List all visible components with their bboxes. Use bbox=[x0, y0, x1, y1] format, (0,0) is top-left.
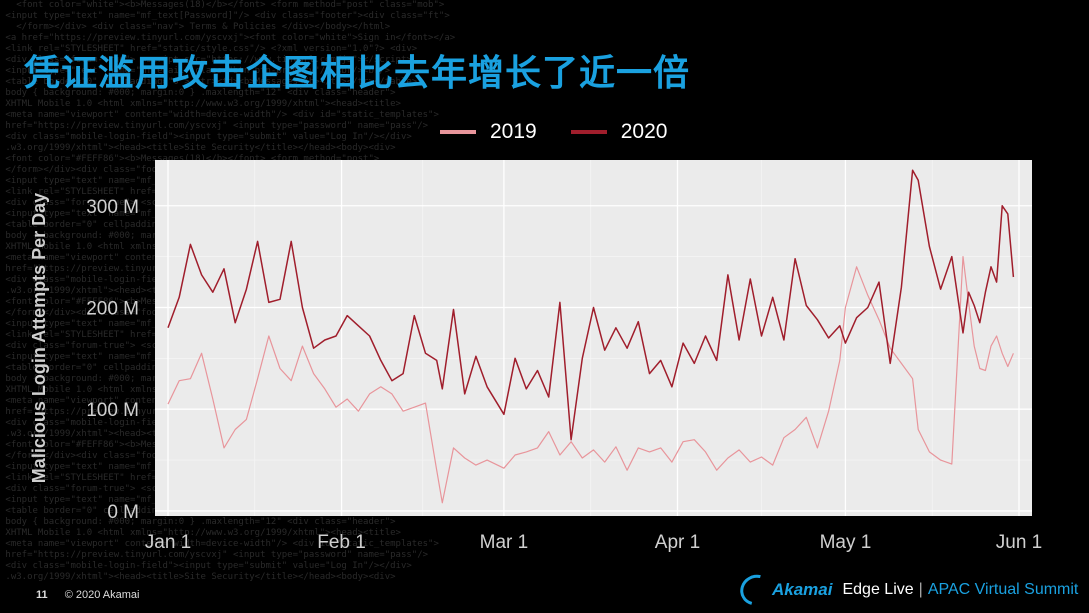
y-tick-label: 100 M bbox=[86, 400, 139, 421]
event-separator: | bbox=[918, 581, 923, 598]
y-tick-label: 0 M bbox=[107, 502, 139, 523]
y-axis-label: Malicious Login Attempts Per Day bbox=[29, 193, 49, 483]
event-branding: Akamai Edge Live | APAC Virtual Summit bbox=[734, 569, 1079, 611]
line-chart: 0 M 100 M 200 M 300 M Jan 1 Feb 1 Mar 1 Apr 1 Ma… bbox=[29, 160, 1042, 553]
x-tick-label: Apr 1 bbox=[655, 532, 700, 553]
series-line-2019 bbox=[167, 256, 1014, 504]
akamai-wave-icon bbox=[734, 569, 778, 611]
event-name: Edge Live bbox=[842, 581, 914, 598]
x-tick-label: May 1 bbox=[820, 532, 872, 553]
summit-name: APAC Virtual Summit bbox=[927, 581, 1079, 598]
legend-item-2020: 2020 bbox=[570, 120, 668, 144]
x-tick-label: Feb 1 bbox=[317, 532, 366, 553]
legend-label-2020: 2020 bbox=[620, 120, 668, 143]
x-tick-label: Mar 1 bbox=[480, 532, 529, 553]
brand-name: Akamai bbox=[772, 580, 833, 599]
y-tick-label: 300 M bbox=[86, 197, 139, 218]
legend-label-2019: 2019 bbox=[490, 120, 537, 143]
legend-swatch-2019 bbox=[440, 130, 476, 134]
slide-title: 凭证滥用攻击企图相比去年增长了近一倍 bbox=[24, 53, 691, 94]
footer-left: 11 © 2020 Akamai bbox=[36, 589, 139, 601]
legend-item-2019: 2019 bbox=[440, 120, 537, 144]
copyright: © 2020 Akamai bbox=[64, 589, 140, 601]
y-tick-label: 200 M bbox=[86, 298, 139, 319]
legend-swatch-2020 bbox=[570, 130, 607, 134]
page-number: 11 bbox=[36, 589, 48, 601]
x-tick-label: Jun 1 bbox=[996, 532, 1042, 553]
x-tick-label: Jan 1 bbox=[145, 532, 191, 553]
series-line-2020 bbox=[167, 169, 1015, 441]
chart-legend: 2019 2020 bbox=[440, 118, 701, 146]
plot-background bbox=[155, 160, 1032, 516]
